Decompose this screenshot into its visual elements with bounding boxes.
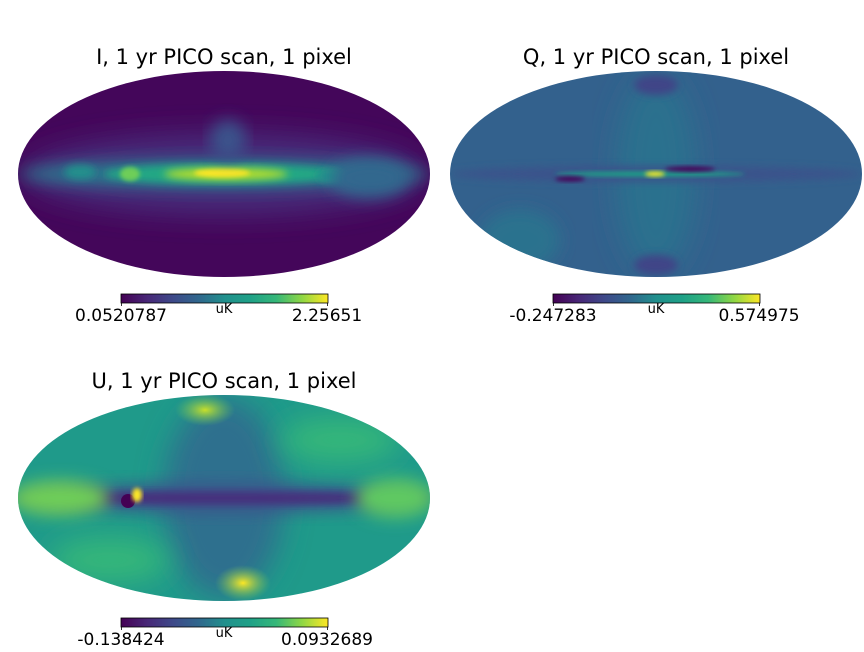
colorbar-u-min-label: -0.138424: [77, 630, 165, 650]
colorbar-q-min-label: -0.247283: [509, 306, 597, 326]
colorbar-i-min-label: 0.0520787: [75, 306, 167, 326]
colorbar-u-unit-label: uK: [215, 626, 233, 641]
colorbar-q-gradient: [552, 293, 761, 304]
map-i-image: [18, 71, 430, 277]
colorbar-u-max-label: 0.0932689: [281, 630, 373, 650]
map-q-image: [450, 71, 862, 277]
map-panel-i: [18, 71, 430, 277]
map-panel-q: [450, 71, 862, 277]
map-panel-u: [18, 395, 430, 601]
panel-title-q: Q, 1 yr PICO scan, 1 pixel: [522, 45, 790, 69]
colorbar-i: [120, 293, 329, 306]
colorbar-u-gradient: [120, 617, 329, 628]
panel-title-u: U, 1 yr PICO scan, 1 pixel: [91, 369, 357, 393]
colorbar-i-unit-label: uK: [215, 302, 233, 317]
map-u-image: [18, 395, 430, 601]
panel-title-i: I, 1 yr PICO scan, 1 pixel: [96, 45, 352, 69]
colorbar-q: [552, 293, 761, 306]
colorbar-i-gradient: [120, 293, 329, 304]
colorbar-i-max-label: 2.25651: [291, 306, 363, 326]
colorbar-u: [120, 617, 329, 630]
colorbar-q-unit-label: uK: [647, 302, 665, 317]
colorbar-q-max-label: 0.574975: [718, 306, 800, 326]
